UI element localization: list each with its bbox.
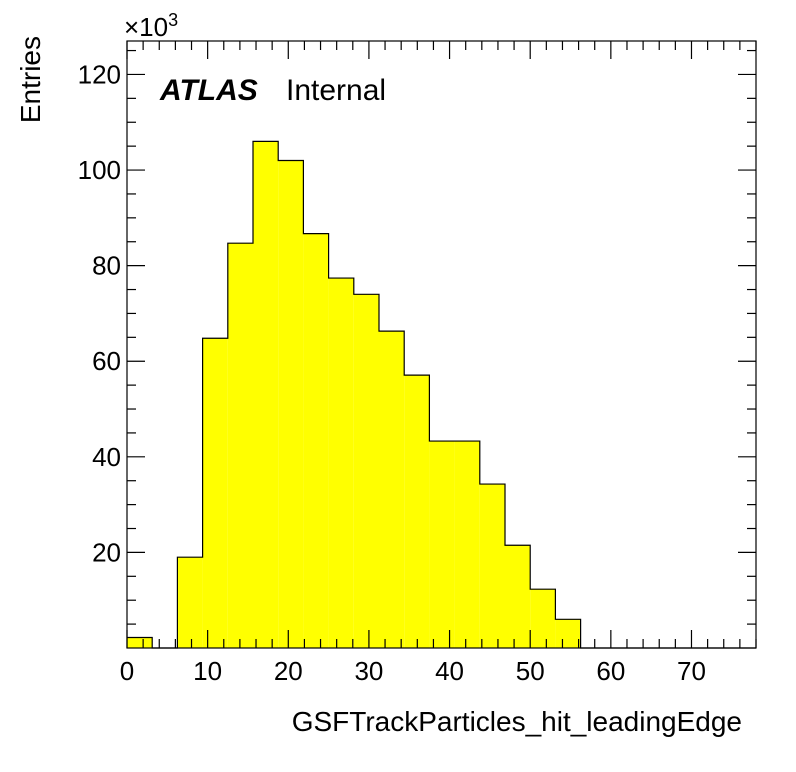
y-multiplier-exponent: 3 <box>168 10 178 30</box>
y-tick-label: 20 <box>92 537 121 567</box>
histogram-bar <box>303 233 329 648</box>
x-tick-label: 50 <box>516 656 545 686</box>
y-tick-labels: 20 40 60 80 100 120 <box>78 59 121 567</box>
plot-frame <box>126 40 757 649</box>
histogram-bar <box>530 589 556 648</box>
internal-label: Internal <box>286 74 386 107</box>
y-tick-label: 80 <box>92 251 121 281</box>
x-tick-label: 0 <box>120 656 134 686</box>
x-axis-title: GSFTrackParticles_hit_leadingEdge <box>292 706 742 737</box>
histogram-bar <box>454 441 480 648</box>
histogram-bar <box>202 338 228 648</box>
histogram-bars <box>127 141 581 649</box>
x-tick-label: 60 <box>596 656 625 686</box>
atlas-label: ATLAS <box>159 74 258 107</box>
histogram-bar <box>429 441 455 648</box>
y-tick-label: 120 <box>78 59 121 89</box>
histogram-bar <box>404 375 430 648</box>
histogram-bar <box>328 278 354 648</box>
x-tick-labels: 0 10 20 30 40 50 60 70 <box>120 656 706 686</box>
histogram-bar <box>278 160 304 648</box>
x-tick-label: 20 <box>274 656 303 686</box>
axis-ticks <box>126 41 757 648</box>
histogram-bar <box>253 141 279 649</box>
y-axis-title: Entries <box>15 36 46 123</box>
y-tick-label: 100 <box>78 155 121 185</box>
histogram-bar <box>227 243 254 648</box>
histogram-bar <box>353 294 380 648</box>
histogram-bar <box>379 331 405 648</box>
y-tick-label: 60 <box>92 346 121 376</box>
histogram-bar <box>505 545 531 648</box>
x-tick-label: 70 <box>677 656 706 686</box>
x-tick-label: 10 <box>193 656 222 686</box>
x-tick-label: 40 <box>435 656 464 686</box>
y-tick-label: 40 <box>92 442 121 472</box>
histogram-bar <box>479 484 506 648</box>
y-multiplier: ×103 <box>124 10 178 42</box>
histogram-bar <box>555 619 581 648</box>
histogram-bar <box>177 557 203 648</box>
x-tick-label: 30 <box>354 656 383 686</box>
histogram-bar <box>127 637 153 648</box>
